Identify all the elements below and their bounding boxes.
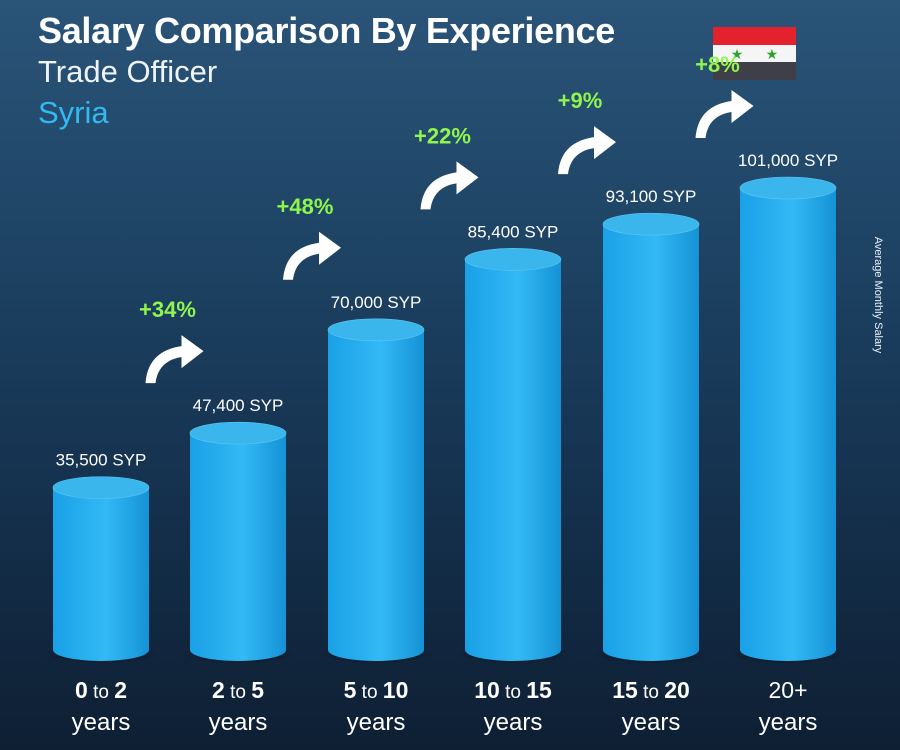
x-tick-label: 5 to 10 — [344, 677, 409, 703]
x-tick-label: 20+ — [768, 677, 807, 703]
x-tick-unit-label: years — [622, 709, 681, 736]
bar-value-label: 70,000 SYP — [331, 293, 422, 312]
increase-arrows-group: +34% +48% +22% +9% +8% — [139, 52, 754, 384]
increase-arrow-icon — [695, 90, 754, 138]
bar-top — [602, 212, 700, 236]
increase-percent-label: +34% — [139, 297, 196, 322]
increase-arrow-icon — [420, 161, 479, 210]
increase-percent-label: +22% — [414, 123, 471, 148]
bar — [190, 433, 286, 661]
x-tick-label: 2 to 5 — [212, 677, 264, 703]
increase-percent-label: +9% — [558, 88, 603, 113]
bar-value-label: 85,400 SYP — [468, 222, 559, 241]
bars-group — [43, 176, 846, 664]
bar-value-label: 47,400 SYP — [193, 396, 284, 415]
bar-top — [52, 476, 150, 499]
bar-top — [189, 421, 287, 445]
page-title: Salary Comparison By Experience — [38, 10, 615, 51]
x-tick-unit-label: years — [759, 709, 818, 736]
x-tick-unit-label: years — [347, 709, 406, 736]
bar — [603, 224, 699, 661]
x-tick-unit-label: years — [209, 709, 268, 736]
x-tick-unit-label: years — [484, 709, 543, 736]
bar-top — [464, 248, 562, 271]
x-tick-unit-label: years — [72, 709, 131, 736]
increase-arrow-icon — [145, 335, 204, 384]
x-tick-label: 0 to 2 — [75, 677, 127, 703]
bar-top — [327, 318, 425, 342]
bar — [328, 329, 424, 661]
bar-value-label: 35,500 SYP — [56, 451, 147, 470]
bar-top — [739, 176, 837, 200]
bar — [53, 487, 149, 661]
x-tick-label: 15 to 20 — [612, 677, 690, 703]
labels-group: 35,500 SYP 47,400 SYP 70,000 SYP 85,400 SYP… — [56, 151, 838, 470]
country-name: Syria — [38, 95, 109, 130]
increase-arrow-icon — [283, 231, 341, 280]
bar — [740, 188, 836, 661]
bar — [465, 259, 561, 661]
increase-percent-label: +8% — [695, 52, 740, 77]
bar-value-label: 101,000 SYP — [738, 151, 838, 170]
x-axis-labels-group: 0 to 2 years 2 to 5 years 5 to 10 years 10 to … — [72, 677, 818, 736]
increase-percent-label: +48% — [277, 194, 334, 219]
increase-arrow-icon — [558, 126, 616, 175]
x-tick-label: 10 to 15 — [474, 677, 552, 703]
syria-flag-icon: ★ ★ — [713, 27, 796, 81]
bar-value-label: 93,100 SYP — [606, 187, 697, 206]
job-title: Trade Officer — [38, 54, 218, 89]
